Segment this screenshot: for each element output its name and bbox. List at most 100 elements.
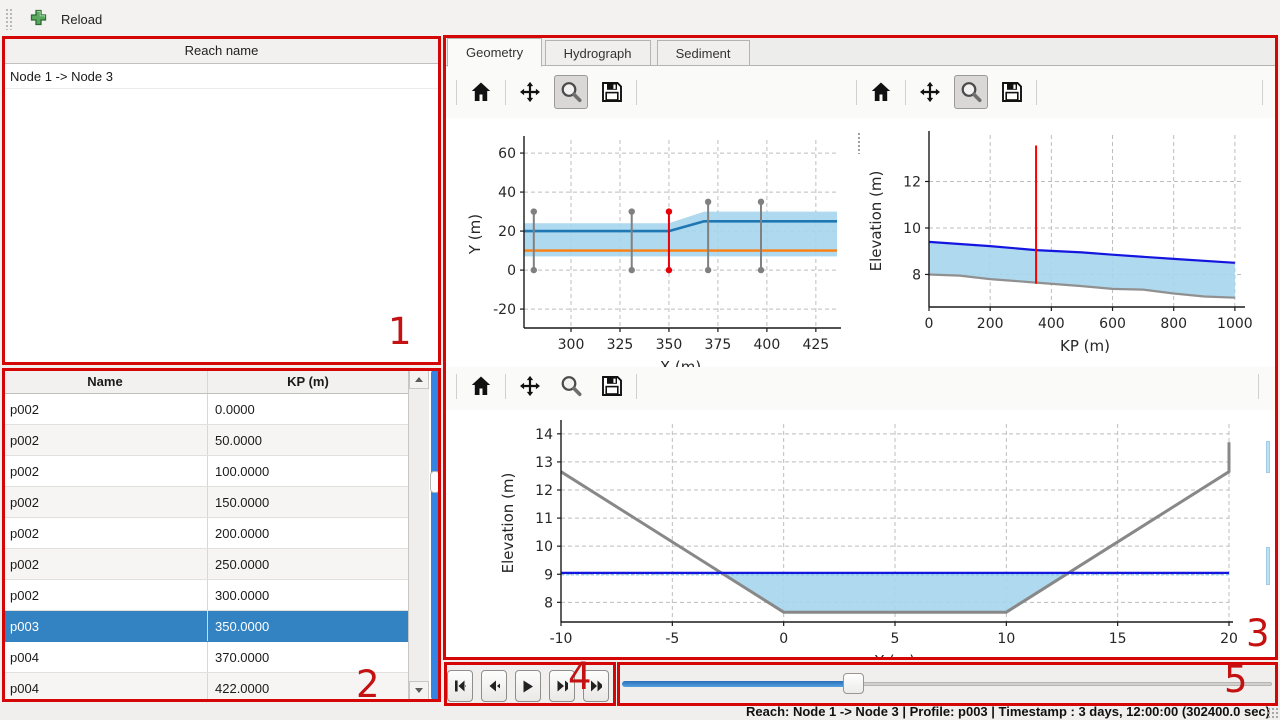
slider-thumb[interactable]: [843, 673, 864, 694]
zoom-icon[interactable]: [554, 369, 588, 403]
table-row[interactable]: p004 422.0000: [3, 673, 408, 700]
svg-text:400: 400: [1038, 316, 1065, 332]
table-row[interactable]: p002 150.0000: [3, 487, 408, 518]
table-row[interactable]: p002 300.0000: [3, 580, 408, 611]
tab-geometry[interactable]: Geometry: [447, 38, 543, 67]
toolbar-separator: [636, 79, 637, 105]
plot-toolbar-plan: [456, 71, 637, 113]
toolbar-separator: [636, 373, 637, 399]
profile-name-cell[interactable]: p002: [3, 518, 208, 548]
kp-value-cell[interactable]: 422.0000: [215, 680, 270, 696]
kp-value-cell[interactable]: 200.0000: [215, 525, 270, 541]
svg-text:425: 425: [802, 337, 829, 353]
column-header[interactable]: KP (m): [287, 374, 329, 389]
table-row[interactable]: p002 200.0000: [3, 518, 408, 549]
scroll-down-button[interactable]: [409, 681, 429, 700]
reach-list-item[interactable]: Node 1 -> Node 3: [3, 64, 440, 89]
kp-value-cell[interactable]: 100.0000: [215, 463, 270, 479]
svg-text:325: 325: [607, 337, 634, 353]
table-row[interactable]: p003 350.0000: [3, 611, 408, 642]
kp-value-cell[interactable]: 370.0000: [215, 649, 270, 665]
kp-value-cell[interactable]: 350.0000: [215, 618, 270, 634]
svg-text:375: 375: [705, 337, 732, 353]
profile-name-cell[interactable]: p004: [3, 642, 208, 672]
pan-icon[interactable]: [913, 75, 947, 109]
svg-text:400: 400: [754, 337, 781, 353]
home-icon[interactable]: [464, 369, 498, 403]
slider-track-filled[interactable]: [622, 681, 847, 687]
pane-splitter-handle[interactable]: [857, 132, 862, 154]
svg-text:8: 8: [912, 267, 921, 283]
save-icon[interactable]: [595, 369, 629, 403]
table-row[interactable]: p002 250.0000: [3, 549, 408, 580]
profile-name-cell[interactable]: p002: [3, 549, 208, 579]
plots-panel: Geometry Hydrograph Sediment 300 325 350 375 4…: [443, 36, 1278, 660]
pan-icon[interactable]: [513, 369, 547, 403]
profile-name-cell[interactable]: p002: [3, 456, 208, 486]
home-icon[interactable]: [864, 75, 898, 109]
toolbar-separator: [1036, 79, 1037, 105]
pan-icon[interactable]: [513, 75, 547, 109]
window-resize-grip[interactable]: [1267, 707, 1279, 719]
table-row[interactable]: p002 0.0000: [3, 394, 408, 425]
tab-sediment[interactable]: Sediment: [656, 40, 750, 66]
kp-value-cell[interactable]: 300.0000: [215, 587, 270, 603]
overlay-scroll-indicator: [1266, 547, 1270, 585]
toolbar-separator: [505, 79, 506, 105]
kp-value-cell[interactable]: 250.0000: [215, 556, 270, 572]
profile-name-cell[interactable]: p002: [3, 487, 208, 517]
svg-text:800: 800: [1160, 316, 1187, 332]
home-icon[interactable]: [464, 75, 498, 109]
overlay-scrollbar[interactable]: [430, 370, 440, 700]
zoom-icon[interactable]: [954, 75, 988, 109]
svg-text:200: 200: [977, 316, 1004, 332]
svg-text:14: 14: [535, 427, 553, 443]
cross-section-figure-canvas[interactable]: -10 -5 0 5 10 15 20 8 9 10 11 12 13 14 Y (m) Elevation …: [445, 410, 1277, 659]
profile-name-cell[interactable]: p002: [3, 580, 208, 610]
play-button[interactable]: [515, 670, 541, 702]
svg-text:-10: -10: [550, 631, 573, 647]
svg-text:12: 12: [903, 174, 921, 190]
scroll-up-button[interactable]: [409, 370, 429, 389]
toolbar-separator: [856, 79, 857, 105]
tab-hydrograph[interactable]: Hydrograph: [544, 40, 651, 66]
kp-value-cell[interactable]: 50.0000: [215, 432, 262, 448]
geometry-figure-canvas[interactable]: 300 325 350 375 400 425 -20 0 20 40 60 X (m) Y (m) 0 2…: [445, 118, 1277, 367]
reach-list-panel: Reach name Node 1 -> Node 3: [2, 37, 441, 365]
plot-toolbar-profile: [856, 71, 1037, 113]
profile-name-cell[interactable]: p004: [3, 673, 208, 700]
reload-label: Reload: [61, 11, 103, 27]
profile-name-cell[interactable]: p002: [3, 394, 208, 424]
svg-text:300: 300: [558, 337, 585, 353]
step-forward-button[interactable]: [549, 670, 575, 702]
svg-text:10: 10: [903, 221, 921, 237]
step-backward-button[interactable]: [481, 670, 507, 702]
reach-name-column-header[interactable]: Reach name: [3, 38, 440, 64]
skip-to-end-button[interactable]: [583, 670, 609, 702]
kp-value-cell[interactable]: 0.0000: [215, 401, 255, 417]
kp-value-cell[interactable]: 150.0000: [215, 494, 270, 510]
status-bar: Reach: Node 1 -> Node 3 | Profile: p003 …: [0, 702, 1280, 720]
skip-to-start-button[interactable]: [447, 670, 473, 702]
svg-text:Y (m): Y (m): [466, 214, 484, 255]
profile-name-cell[interactable]: p002: [3, 425, 208, 455]
toolbar-drag-handle[interactable]: [5, 8, 12, 30]
column-header[interactable]: Name: [3, 370, 208, 393]
svg-text:20: 20: [498, 224, 516, 240]
svg-text:-5: -5: [665, 631, 679, 647]
top-toolbar: Reload: [0, 0, 1280, 38]
table-row[interactable]: p004 370.0000: [3, 642, 408, 673]
profile-name-cell[interactable]: p003: [3, 611, 208, 641]
table-row[interactable]: p002 100.0000: [3, 456, 408, 487]
overlay-scrollbar-thumb[interactable]: [430, 471, 440, 493]
svg-text:Elevation (m): Elevation (m): [499, 473, 517, 574]
profile-table: Name KP (m) p002 0.0000 p002 50.0000 p002 100.0…: [3, 370, 408, 700]
svg-text:10: 10: [997, 631, 1015, 647]
save-icon[interactable]: [995, 75, 1029, 109]
save-icon[interactable]: [595, 75, 629, 109]
slider-track[interactable]: [861, 682, 1272, 686]
reload-button[interactable]: Reload: [20, 4, 112, 34]
zoom-icon[interactable]: [554, 75, 588, 109]
table-row[interactable]: p002 50.0000: [3, 425, 408, 456]
table-scrollbar[interactable]: [408, 370, 429, 700]
